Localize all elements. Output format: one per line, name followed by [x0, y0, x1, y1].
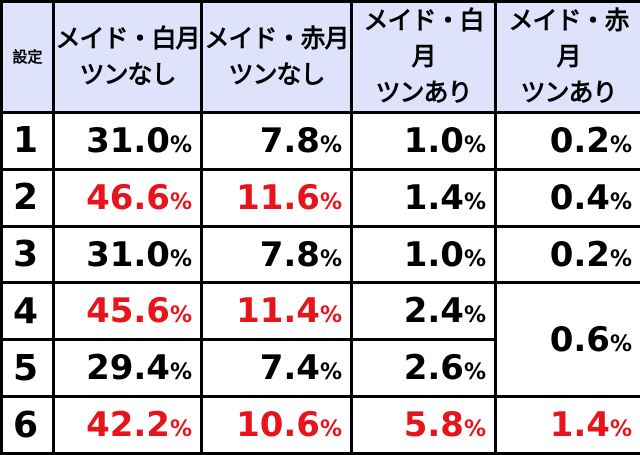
header-line: ツンなし: [55, 57, 200, 93]
value-cell: 10.6%: [202, 397, 352, 454]
setting-cell: 2: [2, 169, 54, 226]
value-cell: 31.0%: [54, 226, 202, 283]
value-cell: 45.6%: [54, 283, 202, 340]
value-cell: 1.4%: [352, 169, 496, 226]
value-cell: 2.6%: [352, 340, 496, 397]
value-cell: 0.2%: [496, 226, 640, 283]
column-header: メイド・赤月ツンあり: [496, 2, 640, 113]
setting-cell: 5: [2, 340, 54, 397]
header-row: 設定 メイド・白月ツンなしメイド・赤月ツンなしメイド・白月ツンありメイド・赤月ツ…: [2, 2, 640, 113]
setting-cell: 1: [2, 113, 54, 170]
value-cell: 2.4%: [352, 283, 496, 340]
value-cell: 7.8%: [202, 226, 352, 283]
header-line: メイド・赤月: [497, 3, 640, 75]
column-header: メイド・白月ツンなし: [54, 2, 202, 113]
value-cell: 11.4%: [202, 283, 352, 340]
value-cell: 11.6%: [202, 169, 352, 226]
value-cell: 0.6%: [496, 283, 640, 397]
value-cell: 7.8%: [202, 113, 352, 170]
value-cell: 42.2%: [54, 397, 202, 454]
header-line: ツンあり: [497, 75, 640, 111]
header-line: メイド・白月: [353, 3, 494, 75]
value-cell: 1.0%: [352, 226, 496, 283]
column-header: メイド・白月ツンあり: [352, 2, 496, 113]
setting-cell: 3: [2, 226, 54, 283]
header-line: メイド・赤月: [203, 21, 350, 57]
value-cell: 5.8%: [352, 397, 496, 454]
value-cell: 31.0%: [54, 113, 202, 170]
corner-header: 設定: [2, 2, 54, 113]
page: 設定 メイド・白月ツンなしメイド・赤月ツンなしメイド・白月ツンありメイド・赤月ツ…: [0, 0, 640, 429]
value-cell: 1.0%: [352, 113, 496, 170]
value-cell: 7.4%: [202, 340, 352, 397]
value-cell: 0.2%: [496, 113, 640, 170]
header-line: ツンあり: [353, 75, 494, 111]
value-cell: 1.4%: [496, 397, 640, 454]
header-line: メイド・白月: [55, 21, 200, 57]
value-cell: 46.6%: [54, 169, 202, 226]
setting-cell: 6: [2, 397, 54, 454]
value-cell: 29.4%: [54, 340, 202, 397]
value-cell: 0.4%: [496, 169, 640, 226]
column-header: メイド・赤月ツンなし: [202, 2, 352, 113]
header-line: ツンなし: [203, 57, 350, 93]
setting-cell: 4: [2, 283, 54, 340]
